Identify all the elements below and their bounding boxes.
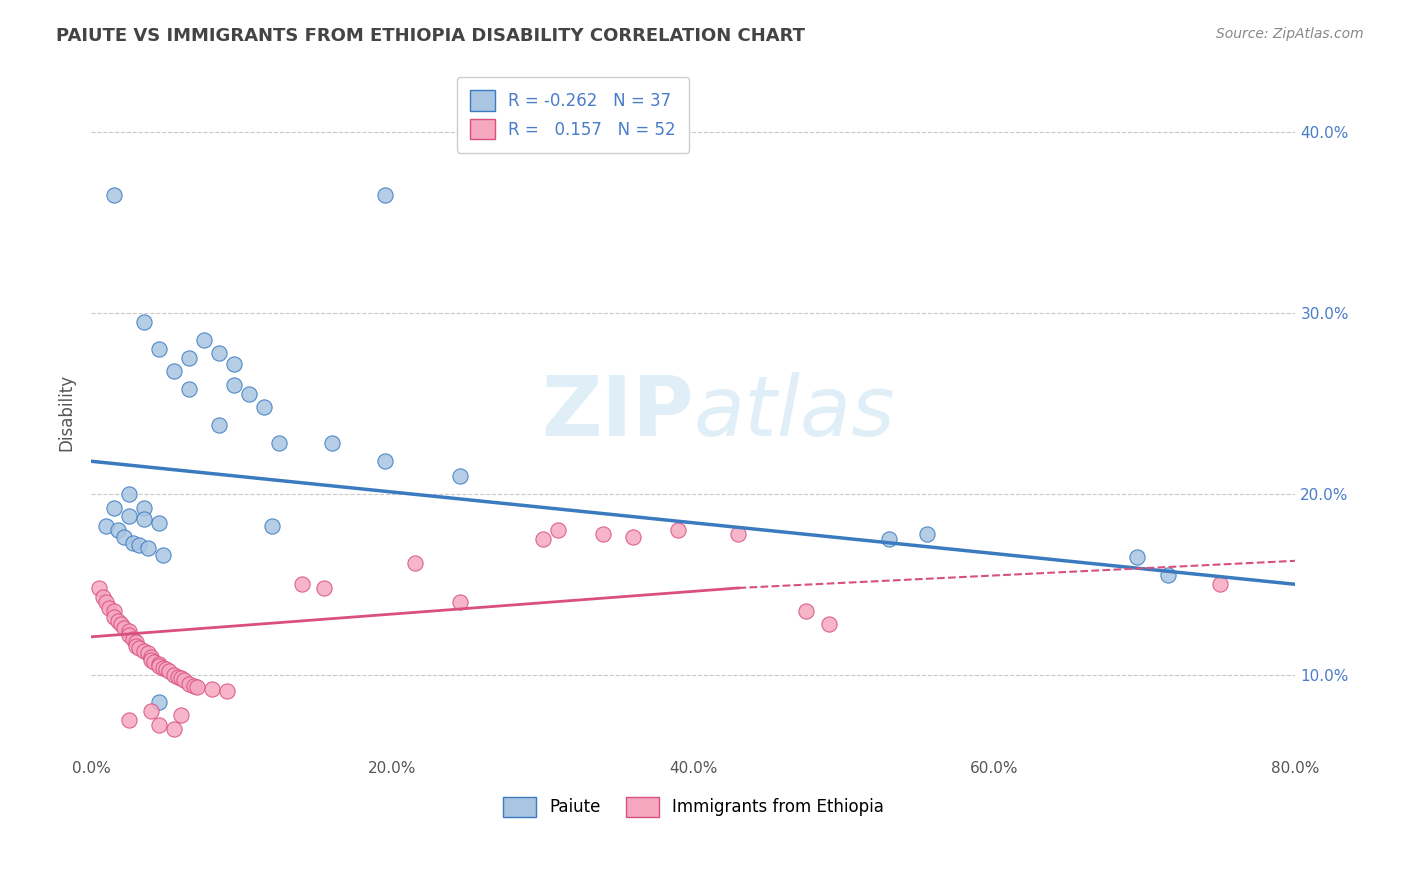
Point bbox=[132, 512, 155, 526]
Point bbox=[91, 590, 114, 604]
Text: ZIP: ZIP bbox=[541, 372, 693, 453]
Point bbox=[118, 487, 141, 501]
Point bbox=[374, 188, 396, 202]
Point bbox=[148, 718, 170, 732]
Text: atlas: atlas bbox=[693, 372, 896, 453]
Point bbox=[260, 519, 283, 533]
Point bbox=[148, 658, 170, 673]
Point bbox=[208, 345, 231, 359]
Point bbox=[128, 537, 150, 551]
Point bbox=[155, 662, 177, 676]
Text: Source: ZipAtlas.com: Source: ZipAtlas.com bbox=[1216, 27, 1364, 41]
Point bbox=[666, 523, 689, 537]
Point bbox=[118, 508, 141, 523]
Point bbox=[163, 668, 186, 682]
Point bbox=[159, 664, 181, 678]
Point bbox=[177, 677, 200, 691]
Point bbox=[170, 707, 193, 722]
Point bbox=[794, 605, 817, 619]
Point bbox=[163, 722, 186, 736]
Point bbox=[269, 436, 291, 450]
Legend: Paiute, Immigrants from Ethiopia: Paiute, Immigrants from Ethiopia bbox=[496, 790, 891, 823]
Point bbox=[103, 605, 125, 619]
Point bbox=[177, 351, 200, 365]
Point bbox=[141, 653, 163, 667]
Point bbox=[877, 532, 900, 546]
Point bbox=[404, 556, 426, 570]
Point bbox=[132, 501, 155, 516]
Point bbox=[118, 713, 141, 727]
Point bbox=[193, 333, 215, 347]
Y-axis label: Disability: Disability bbox=[58, 374, 75, 451]
Point bbox=[103, 188, 125, 202]
Point bbox=[112, 530, 135, 544]
Point bbox=[148, 657, 170, 671]
Point bbox=[449, 468, 471, 483]
Point bbox=[96, 519, 118, 533]
Point bbox=[621, 530, 644, 544]
Point bbox=[208, 418, 231, 433]
Point bbox=[103, 610, 125, 624]
Point bbox=[1156, 568, 1178, 582]
Point bbox=[143, 655, 166, 669]
Point bbox=[291, 577, 314, 591]
Point bbox=[118, 624, 141, 639]
Point bbox=[1209, 577, 1232, 591]
Point bbox=[449, 595, 471, 609]
Point bbox=[122, 632, 145, 646]
Point bbox=[148, 695, 170, 709]
Point bbox=[125, 635, 148, 649]
Point bbox=[103, 501, 125, 516]
Point bbox=[224, 378, 246, 392]
Point bbox=[224, 357, 246, 371]
Point bbox=[547, 523, 569, 537]
Point bbox=[110, 617, 132, 632]
Point bbox=[122, 535, 145, 549]
Point bbox=[132, 644, 155, 658]
Point bbox=[592, 526, 614, 541]
Point bbox=[107, 614, 129, 628]
Point bbox=[163, 364, 186, 378]
Point bbox=[148, 342, 170, 356]
Point bbox=[321, 436, 343, 450]
Point bbox=[141, 704, 163, 718]
Point bbox=[314, 581, 336, 595]
Point bbox=[170, 672, 193, 686]
Point bbox=[152, 660, 174, 674]
Point bbox=[138, 541, 160, 555]
Point bbox=[186, 681, 208, 695]
Point bbox=[132, 315, 155, 329]
Point bbox=[152, 549, 174, 563]
Text: PAIUTE VS IMMIGRANTS FROM ETHIOPIA DISABILITY CORRELATION CHART: PAIUTE VS IMMIGRANTS FROM ETHIOPIA DISAB… bbox=[56, 27, 806, 45]
Point bbox=[817, 617, 839, 632]
Point bbox=[167, 670, 190, 684]
Point bbox=[177, 382, 200, 396]
Point bbox=[253, 400, 276, 414]
Point bbox=[87, 581, 110, 595]
Point bbox=[374, 454, 396, 468]
Point bbox=[200, 682, 222, 697]
Point bbox=[125, 639, 148, 653]
Point bbox=[141, 649, 163, 664]
Point bbox=[107, 523, 129, 537]
Point bbox=[183, 679, 205, 693]
Point bbox=[148, 516, 170, 530]
Point bbox=[173, 673, 195, 688]
Point bbox=[128, 640, 150, 655]
Point bbox=[531, 532, 554, 546]
Point bbox=[138, 646, 160, 660]
Point bbox=[96, 595, 118, 609]
Point bbox=[118, 628, 141, 642]
Point bbox=[1126, 550, 1149, 565]
Point bbox=[112, 621, 135, 635]
Point bbox=[915, 526, 938, 541]
Point bbox=[98, 600, 121, 615]
Point bbox=[215, 684, 238, 698]
Point bbox=[727, 526, 749, 541]
Point bbox=[238, 387, 260, 401]
